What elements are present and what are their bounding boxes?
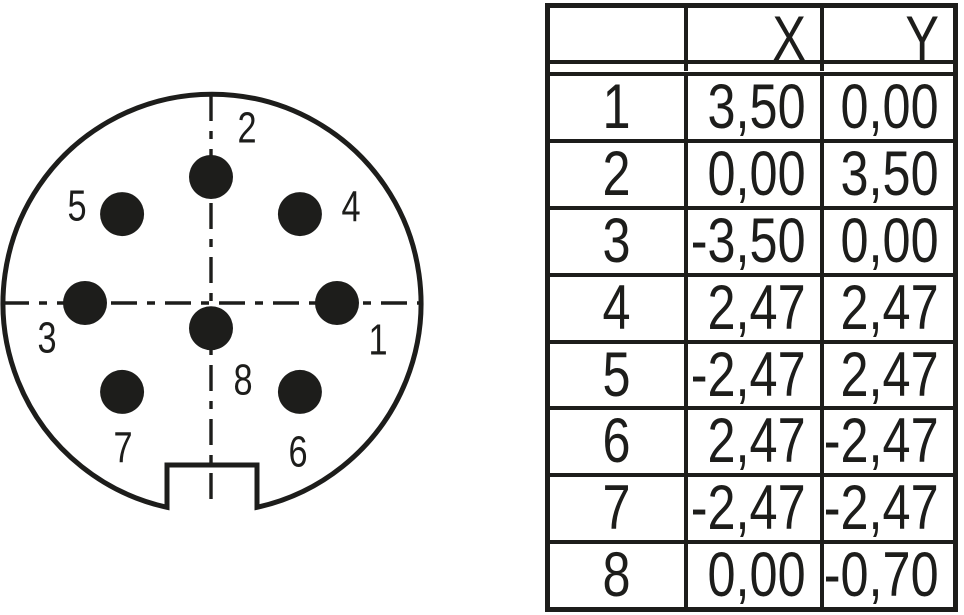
pin-2-label: 2 — [237, 103, 256, 152]
pin-1-contact-icon — [315, 281, 359, 325]
cell-y: -2,47 — [820, 477, 953, 541]
cell-y: 3,50 — [820, 142, 953, 206]
cell-x: -2,47 — [684, 343, 820, 407]
table-row: 6 2,47 -2,47 — [550, 406, 953, 477]
pin-6-label: 6 — [288, 427, 307, 476]
cell-y: 0,00 — [820, 76, 953, 139]
connector-diagram: 1 2 3 4 5 6 7 8 — [0, 91, 424, 511]
cell-x: -2,47 — [684, 477, 820, 541]
cell-x: 2,47 — [684, 410, 820, 474]
cell-pin: 5 — [602, 339, 632, 410]
table-header-row: X Y — [550, 8, 953, 71]
pin-4-contact-icon — [277, 192, 322, 237]
cell-y: 2,47 — [820, 276, 953, 340]
cell-x: 3,50 — [684, 76, 820, 139]
cell-pin: 8 — [602, 540, 632, 611]
pin-6-contact-icon — [277, 369, 322, 414]
pin-7-label: 7 — [113, 423, 132, 472]
pin-1-label: 1 — [368, 315, 387, 364]
table-row: 7 -2,47 -2,47 — [550, 473, 953, 544]
cell-x: -3,50 — [684, 209, 820, 273]
pin-3-contact-icon — [63, 281, 107, 325]
table-row: 8 0,00 -0,70 — [550, 540, 953, 611]
table-header-y: Y — [820, 8, 953, 71]
cell-pin: 3 — [602, 205, 632, 276]
cell-x: 0,00 — [684, 142, 820, 206]
pin-coordinates-table: X Y 1 3,50 0,00 2 0,00 3,50 3 -3,50 0,00 4 2,47 2,4… — [545, 3, 958, 612]
pin-5-contact-icon — [100, 192, 145, 237]
pin-2-contact-icon — [189, 155, 233, 199]
cell-pin: 2 — [602, 138, 632, 209]
cell-pin: 7 — [602, 473, 632, 544]
pin-3-label: 3 — [37, 313, 56, 362]
cell-x: 0,00 — [684, 544, 820, 608]
cell-y: -2,47 — [820, 410, 953, 474]
pin-4-label: 4 — [341, 182, 360, 231]
table-header-pin — [550, 8, 684, 71]
cell-pin: 1 — [602, 72, 632, 142]
pin-8-contact-icon — [189, 306, 233, 351]
cell-y: 2,47 — [820, 343, 953, 407]
cell-x: 2,47 — [684, 276, 820, 340]
cell-y: -0,70 — [820, 544, 953, 608]
cell-pin: 4 — [602, 272, 632, 343]
table-row: 1 3,50 0,00 — [550, 72, 953, 139]
table-header-x: X — [684, 8, 820, 71]
table-row: 4 2,47 2,47 — [550, 272, 953, 343]
pin-8-label: 8 — [233, 355, 252, 404]
table-row: 3 -3,50 0,00 — [550, 205, 953, 276]
table-row: 2 0,00 3,50 — [550, 138, 953, 209]
cell-y: 0,00 — [820, 209, 953, 273]
table-row: 5 -2,47 2,47 — [550, 339, 953, 410]
pin-7-contact-icon — [100, 369, 145, 414]
cell-pin: 6 — [602, 406, 632, 477]
pin-5-label: 5 — [67, 181, 86, 230]
